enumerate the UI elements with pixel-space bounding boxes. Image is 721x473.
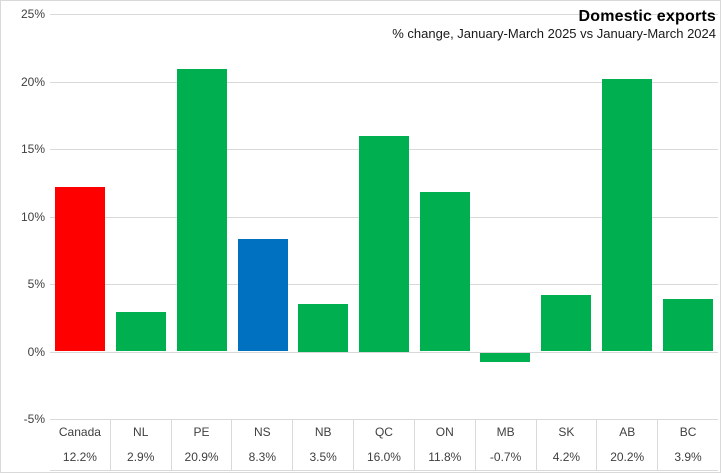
category-cell-nl: NL 2.9%: [109, 420, 171, 470]
category-label: AB: [619, 425, 636, 439]
category-cell-mb: MB -0.7%: [474, 420, 536, 470]
y-tick-label-20%: 20%: [20, 74, 45, 89]
category-cell-sk: SK 4.2%: [535, 420, 597, 470]
category-cell-canada: Canada 12.2%: [50, 420, 110, 470]
gridline-20%: [50, 81, 718, 83]
category-value: 8.3%: [248, 450, 277, 464]
bar-sk: [541, 294, 592, 352]
category-label: QC: [374, 425, 393, 439]
bar-canada: [55, 186, 106, 352]
category-value: 20.9%: [184, 450, 219, 464]
category-label: BC: [679, 425, 697, 439]
y-tick-label-0%: 0%: [27, 344, 45, 359]
category-label: Canada: [58, 425, 101, 439]
y-tick-label--5%: -5%: [23, 412, 45, 426]
y-axis: 25% 20% 15% 10% 5% 0% -5%: [1, 7, 45, 426]
category-cell-on: ON 11.8%: [413, 420, 475, 470]
category-data-table: Canada 12.2% NL 2.9% PE 20.9% NS 8.3% NB 3.5% QC 16…: [50, 419, 718, 471]
category-label: NL: [133, 425, 149, 439]
bar-pe: [176, 69, 227, 352]
category-cell-qc: QC 16.0%: [353, 420, 414, 470]
category-label: NB: [314, 425, 332, 439]
bar-nl: [116, 312, 167, 352]
y-tick-label-10%: 10%: [20, 209, 45, 224]
category-value: 3.9%: [674, 450, 702, 464]
category-value: 3.5%: [309, 450, 337, 464]
bar-nb: [298, 304, 349, 352]
category-label: NS: [254, 425, 271, 439]
plot-area: [50, 14, 718, 419]
category-value: 20.2%: [610, 450, 645, 464]
bar-qc: [359, 135, 409, 352]
category-cell-ns: NS 8.3%: [231, 420, 292, 470]
category-value: 4.2%: [552, 450, 581, 464]
category-cell-pe: PE 20.9%: [170, 420, 232, 470]
category-label: PE: [193, 425, 210, 439]
category-value: 2.9%: [127, 450, 155, 464]
bar-bc: [662, 298, 713, 352]
gridline-0%: [50, 351, 718, 353]
bar-mb: [480, 352, 531, 362]
chart-title: Domestic exports: [578, 8, 716, 25]
category-value: 16.0%: [366, 450, 401, 464]
gridline-25%: [50, 14, 718, 15]
bar-ab: [601, 78, 652, 352]
category-cell-bc: BC 3.9%: [657, 420, 718, 470]
chart-subtitle: % change, January-March 2025 vs January-…: [392, 26, 716, 41]
bar-on: [419, 192, 470, 352]
category-cell-nb: NB 3.5%: [292, 420, 353, 470]
category-label: MB: [496, 425, 515, 439]
chart-header: Domestic exports % change, January-March…: [392, 7, 716, 42]
category-label: SK: [558, 425, 575, 439]
category-value: -0.7%: [489, 450, 522, 464]
category-value: 12.2%: [62, 450, 97, 464]
category-cell-ab: AB 20.2%: [596, 420, 657, 470]
y-tick-label-25%: 25%: [20, 7, 45, 21]
category-label: ON: [435, 425, 454, 439]
category-value: 11.8%: [428, 450, 462, 464]
bar-ns: [237, 239, 288, 352]
y-tick-label-5%: 5%: [27, 277, 45, 291]
y-tick-label-15%: 15%: [20, 142, 45, 156]
